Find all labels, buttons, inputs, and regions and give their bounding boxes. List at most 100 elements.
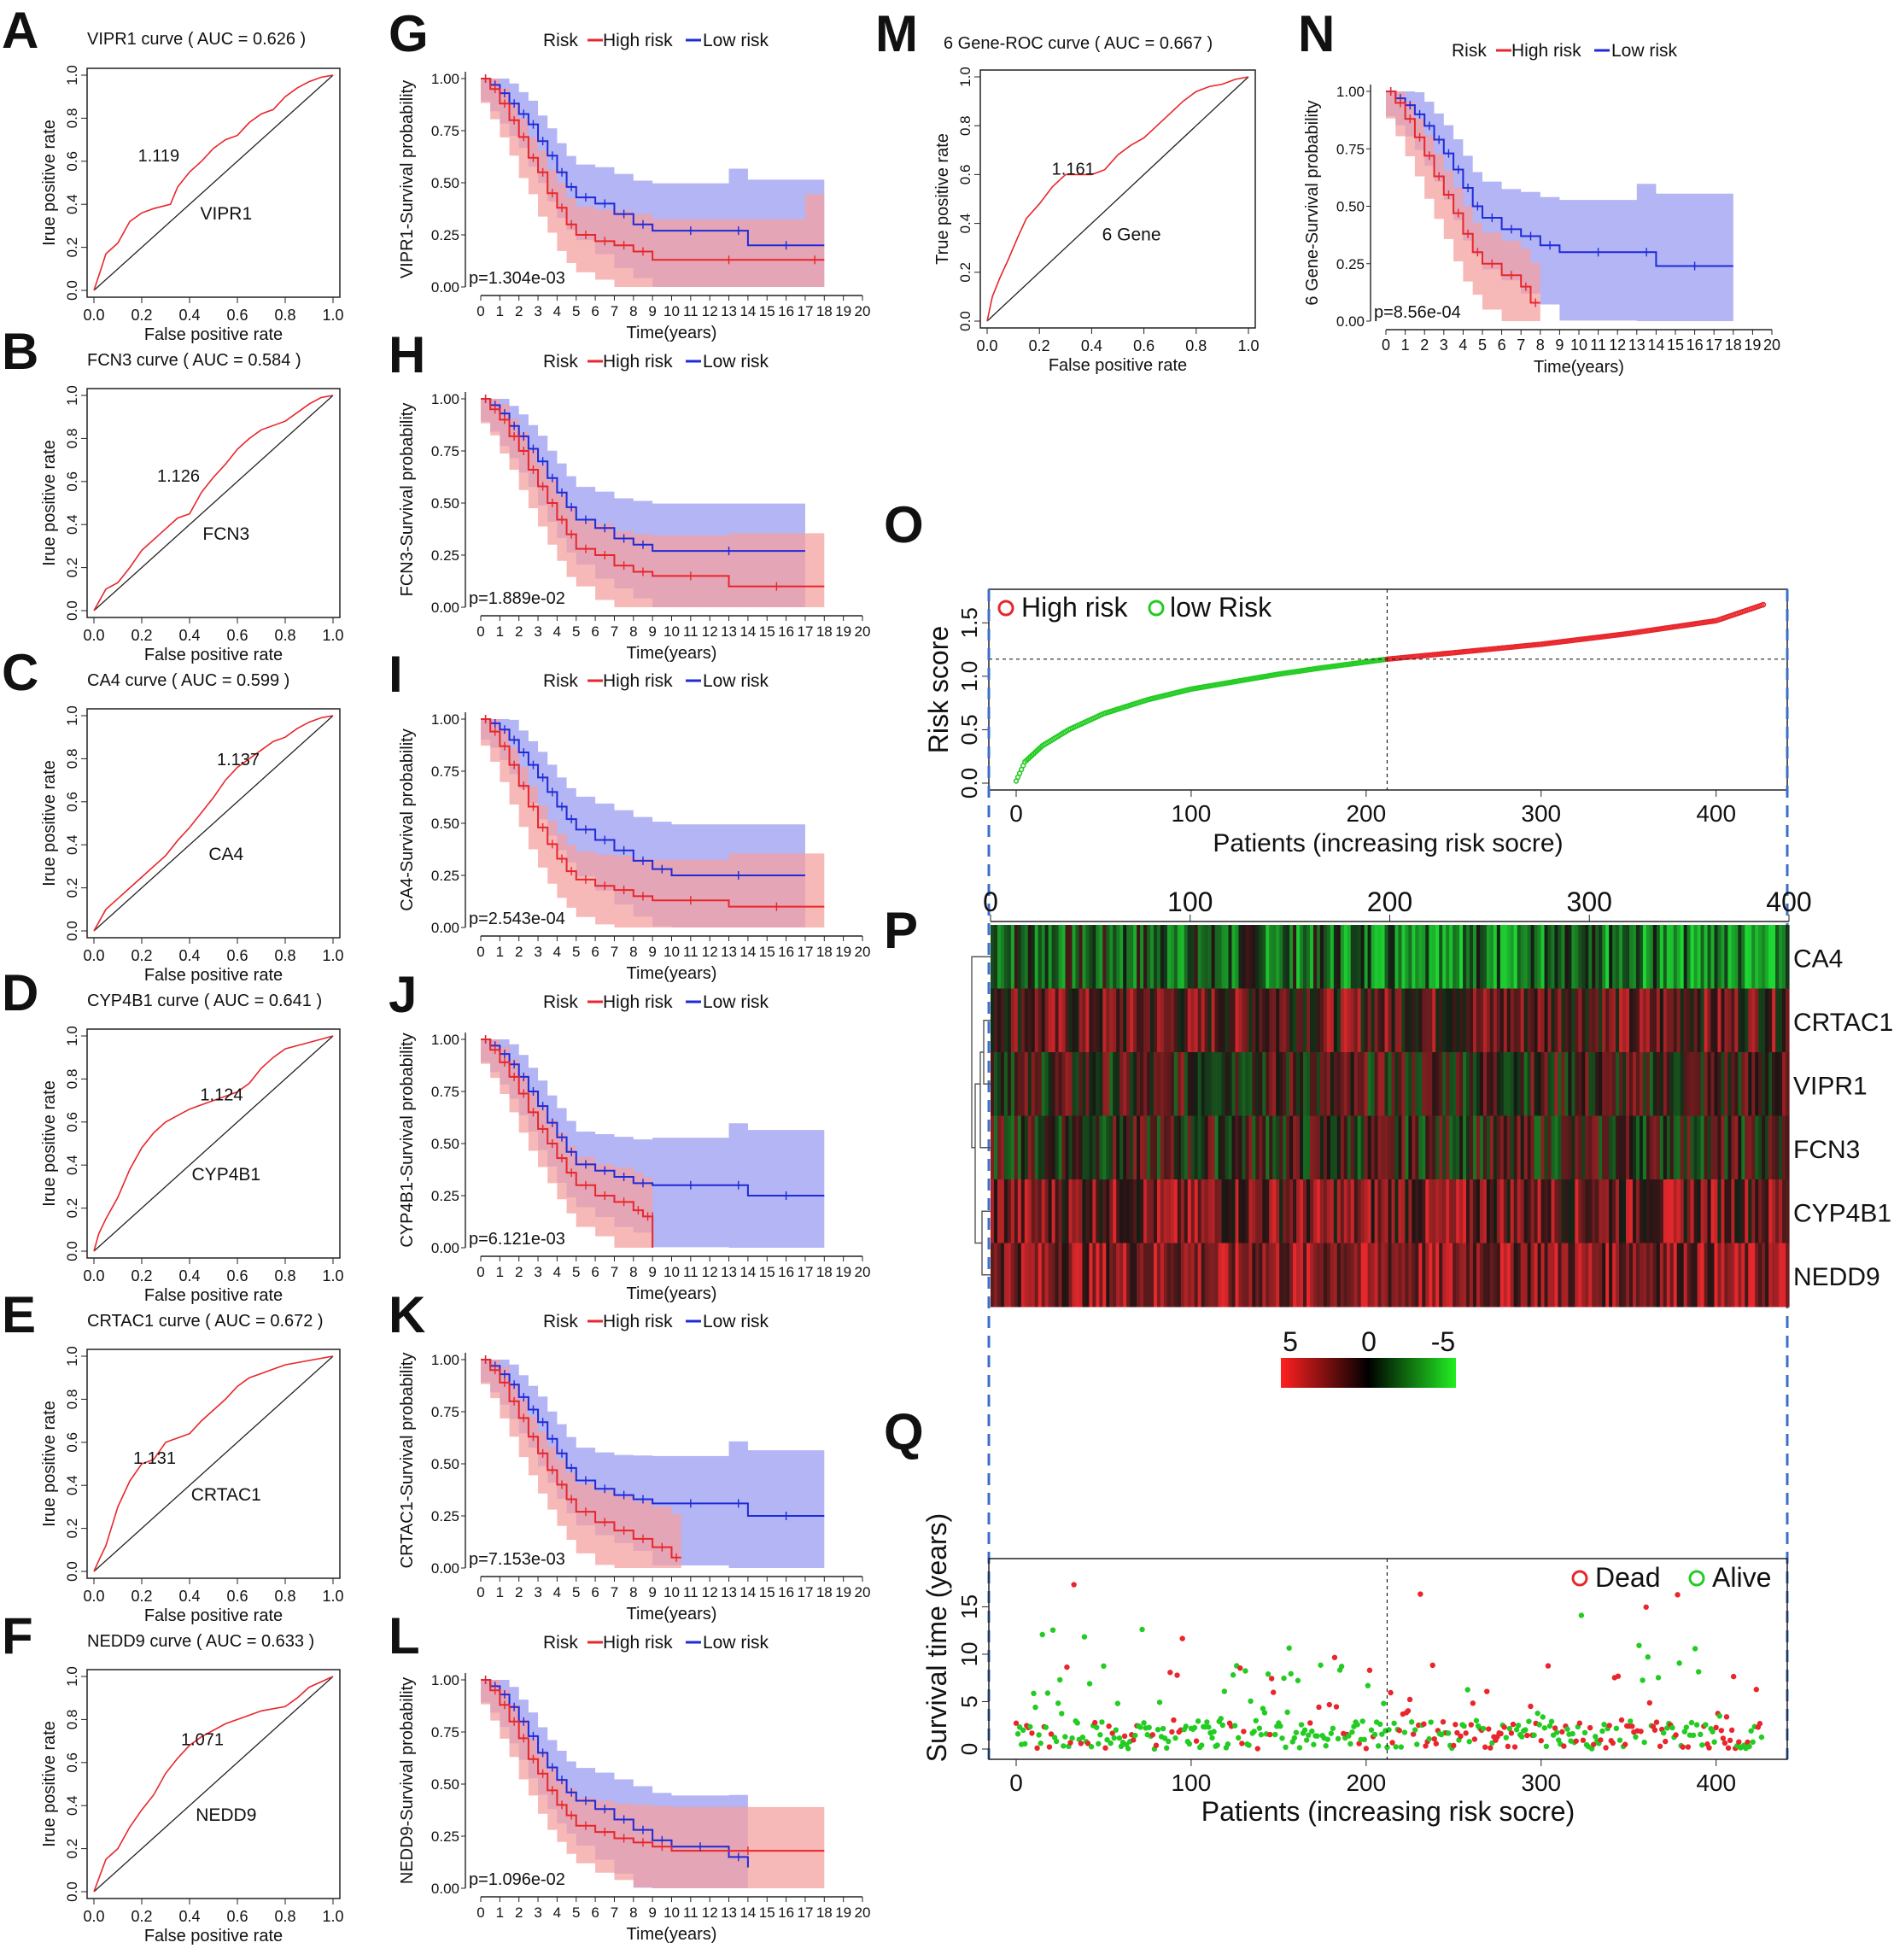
heatmap-cell xyxy=(1398,925,1403,989)
roc-y-tick-label: 0.0 xyxy=(64,921,80,941)
heatmap-cell xyxy=(997,1243,1002,1308)
roc-y-tick-label: 0.4 xyxy=(64,194,80,214)
survival-point-dead xyxy=(1326,1701,1333,1708)
heatmap-cell xyxy=(1405,1115,1409,1180)
heatmap-cell xyxy=(1119,1115,1124,1180)
survival-y-tick-label: 5 xyxy=(956,1695,982,1707)
survival-point-alive xyxy=(1519,1734,1525,1740)
heatmap-cell xyxy=(1061,925,1067,989)
survival-point-alive xyxy=(1338,1664,1345,1670)
survival-point-alive xyxy=(1311,1741,1317,1747)
roc-cutoff-label: 1.124 xyxy=(200,1086,243,1105)
heatmap-cell xyxy=(1731,925,1735,989)
heatmap-cell xyxy=(1513,1179,1518,1243)
survival-point-dead xyxy=(1454,1729,1460,1736)
survival-point-alive xyxy=(1354,1722,1360,1728)
roc-diagonal xyxy=(93,1035,334,1252)
survival-point-dead xyxy=(1622,1741,1628,1747)
heatmap-cell xyxy=(1472,925,1477,989)
survival-point-alive xyxy=(1660,1729,1667,1736)
heatmap-cell xyxy=(1432,1115,1436,1180)
heatmap-cell xyxy=(1166,1243,1172,1308)
km-x-tick-label: 4 xyxy=(553,623,561,640)
heatmap-cell xyxy=(1540,988,1546,1053)
heatmap-cell xyxy=(1666,1243,1671,1308)
survival-point-alive xyxy=(1548,1718,1555,1724)
heatmap-cell xyxy=(1014,988,1019,1053)
heatmap-cell xyxy=(1326,925,1331,989)
heatmap-cell xyxy=(1336,988,1342,1053)
survival-point-alive xyxy=(1230,1672,1236,1678)
km-y-tick-label: 0.25 xyxy=(431,547,459,564)
heatmap-cell xyxy=(1391,1243,1396,1308)
heatmap-cell xyxy=(1150,1243,1155,1308)
survival-point-alive xyxy=(1214,1742,1220,1748)
heatmap-cell xyxy=(1068,1179,1073,1243)
heatmap-cell xyxy=(1312,1115,1318,1180)
heatmap-cell xyxy=(1156,925,1161,989)
heatmap-cell xyxy=(1293,925,1297,989)
heatmap-cell xyxy=(1160,1243,1165,1308)
heatmap-cell xyxy=(1207,925,1213,989)
heatmap-cell xyxy=(1085,988,1090,1053)
heatmap-cell xyxy=(1207,1115,1213,1180)
km-x-tick-label: 14 xyxy=(739,1264,756,1280)
km-legend-high-label: High risk xyxy=(603,31,673,50)
heatmap-cell xyxy=(1187,1179,1192,1243)
roc-y-tick-label: 0.0 xyxy=(64,1881,80,1902)
roc-y-tick-label: 0.0 xyxy=(64,1561,80,1582)
heatmap-cell xyxy=(1102,1115,1107,1180)
heatmap-cell xyxy=(1656,1052,1661,1116)
heatmap-cell xyxy=(1072,1115,1077,1180)
heatmap-cell xyxy=(1425,1179,1429,1243)
roc-panel-ca4: CA4 curve ( AUC = 0.599 )1.137CA40.00.00… xyxy=(40,671,344,985)
heatmap-cell xyxy=(1153,1052,1158,1116)
heatmap-cell xyxy=(1340,1052,1345,1116)
heatmap-cell xyxy=(1564,1115,1569,1180)
heatmap-cell xyxy=(1612,1115,1616,1180)
heatmap-cell xyxy=(1367,1052,1372,1116)
heatmap-cell xyxy=(1017,1052,1022,1116)
heatmap-cell xyxy=(1666,1052,1671,1116)
heatmap-cell xyxy=(1173,1052,1178,1116)
heatmap-cell xyxy=(1130,1115,1134,1180)
panel-letter-h: H xyxy=(389,326,425,383)
roc-x-tick-label: 0.8 xyxy=(274,307,295,324)
heatmap-cell xyxy=(1336,1052,1342,1116)
km-x-tick-label: 6 xyxy=(591,1904,599,1921)
km-x-tick-label: 5 xyxy=(572,1584,580,1600)
heatmap-cell xyxy=(1207,1179,1213,1243)
heatmap-cell xyxy=(1333,1243,1338,1308)
km-x-tick-label: 11 xyxy=(683,944,699,960)
heatmap-cell xyxy=(1663,925,1668,989)
heatmap-cell xyxy=(1340,988,1345,1053)
km-x-tick-label: 9 xyxy=(648,303,656,319)
heatmap-cell xyxy=(1775,925,1780,989)
heatmap-cell xyxy=(1350,925,1355,989)
heatmap-cell xyxy=(1585,1115,1589,1180)
heatmap-cell xyxy=(1768,1052,1773,1116)
survival-point-alive xyxy=(1038,1741,1043,1746)
roc-curve xyxy=(93,1355,334,1572)
heatmap-cell xyxy=(1116,1179,1120,1243)
heatmap-cell xyxy=(1499,1179,1505,1243)
heatmap-cell xyxy=(1453,1243,1457,1308)
heatmap-cell xyxy=(1547,1052,1552,1116)
heatmap-cell xyxy=(1595,1052,1599,1116)
heatmap-cell xyxy=(1225,925,1230,989)
heatmap-cell xyxy=(1629,1115,1634,1180)
heatmap-cell xyxy=(1357,988,1362,1053)
heatmap-cell xyxy=(1429,1179,1433,1243)
km-y-tick-label: 0.50 xyxy=(1336,199,1365,215)
heatmap-cell xyxy=(1072,1243,1077,1308)
km-x-tick-label: 14 xyxy=(739,303,756,319)
heatmap-cell xyxy=(1612,925,1616,989)
panel-letter-q: Q xyxy=(884,1403,924,1460)
heatmap-cell xyxy=(1381,1115,1386,1180)
roc-x-tick-label: 0.4 xyxy=(178,627,200,644)
heatmap-cell xyxy=(1748,1243,1752,1308)
km-x-tick-label: 13 xyxy=(721,1264,737,1280)
km-x-tick-label: 0 xyxy=(476,1264,484,1280)
heatmap-cell xyxy=(1079,1179,1084,1243)
